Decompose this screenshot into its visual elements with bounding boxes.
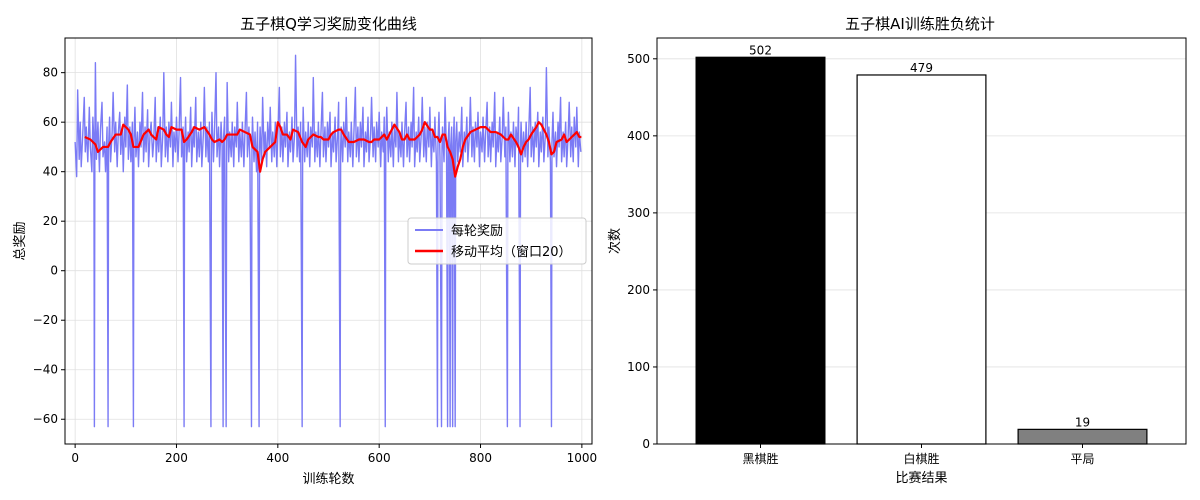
bar-y-tick-label: 300 xyxy=(627,206,650,220)
per-episode-reward-line xyxy=(74,54,582,428)
reward-chart-frame xyxy=(64,37,593,445)
bar-category-label: 黑棋胜 xyxy=(742,451,778,466)
win-loss-chart-y-ticks: 0 100 200 300 400 500 xyxy=(627,52,657,451)
bar-value-label: 19 xyxy=(1075,415,1090,429)
moving-average-line xyxy=(84,121,582,178)
win-loss-chart-ylabel: 次数 xyxy=(607,228,623,254)
reward-y-tick-label: −40 xyxy=(33,363,58,377)
reward-x-tick-label: 200 xyxy=(165,451,188,465)
reward-x-tick-label: 1000 xyxy=(567,451,598,465)
reward-chart-title: 五子棋Q学习奖励变化曲线 xyxy=(240,15,417,33)
bar-y-tick-label: 200 xyxy=(627,283,650,297)
legend-label-moving-average: 移动平均（窗口20） xyxy=(451,244,572,260)
reward-x-tick-label: 800 xyxy=(469,451,492,465)
reward-chart-legend: 每轮奖励 移动平均（窗口20） xyxy=(407,217,587,265)
bar-0 xyxy=(695,56,826,445)
legend-label-per-episode: 每轮奖励 xyxy=(451,223,503,239)
bar-category-label: 平局 xyxy=(1070,452,1094,466)
reward-y-tick-label: −20 xyxy=(33,313,58,327)
bar-1 xyxy=(856,74,987,445)
reward-x-tick-label: 0 xyxy=(71,451,79,465)
bar-value-label: 479 xyxy=(910,61,933,75)
reward-chart-xlabel: 训练轮数 xyxy=(302,472,354,487)
reward-y-tick-label: 0 xyxy=(50,264,58,278)
bar-y-tick-label: 400 xyxy=(627,129,650,143)
win-loss-chart-title: 五子棋AI训练胜负统计 xyxy=(845,15,995,33)
reward-chart-series xyxy=(74,54,582,428)
reward-y-tick-label: 40 xyxy=(43,165,58,179)
reward-chart-x-ticks: 0 200 400 600 800 1000 xyxy=(71,444,597,465)
reward-chart-ylabel: 总奖励 xyxy=(13,221,28,260)
reward-y-tick-label: −60 xyxy=(33,412,58,426)
reward-y-tick-label: 60 xyxy=(43,115,58,129)
reward-y-tick-label: 80 xyxy=(43,66,58,80)
reward-x-tick-label: 600 xyxy=(368,451,391,465)
reward-chart-y-ticks: −60 −40 −20 0 20 40 60 80 xyxy=(33,66,65,426)
win-loss-chart-xlabel: 比赛结果 xyxy=(895,470,947,486)
reward-x-tick-label: 400 xyxy=(266,451,289,465)
bar-2 xyxy=(1017,428,1148,445)
bar-category-label: 白棋胜 xyxy=(903,451,939,466)
reward-chart: 五子棋Q学习奖励变化曲线 0 200 400 600 800 1000 −60−40−20… xyxy=(13,15,597,487)
legend-box xyxy=(407,217,587,265)
bar-y-tick-label: 100 xyxy=(627,360,650,374)
bar-y-tick-label: 0 xyxy=(642,437,650,451)
win-loss-chart-x-ticks: 黑棋胜 白棋胜 平局 xyxy=(742,444,1095,466)
win-loss-chart: 五子棋AI训练胜负统计 502 479 19 黑棋胜 白棋胜 平局 0 100 200 300… xyxy=(607,15,1187,486)
reward-y-tick-label: 20 xyxy=(43,214,58,228)
bar-y-tick-label: 500 xyxy=(627,52,650,66)
win-loss-chart-bars: 502 479 19 xyxy=(695,43,1148,445)
bar-value-label: 502 xyxy=(749,43,772,57)
